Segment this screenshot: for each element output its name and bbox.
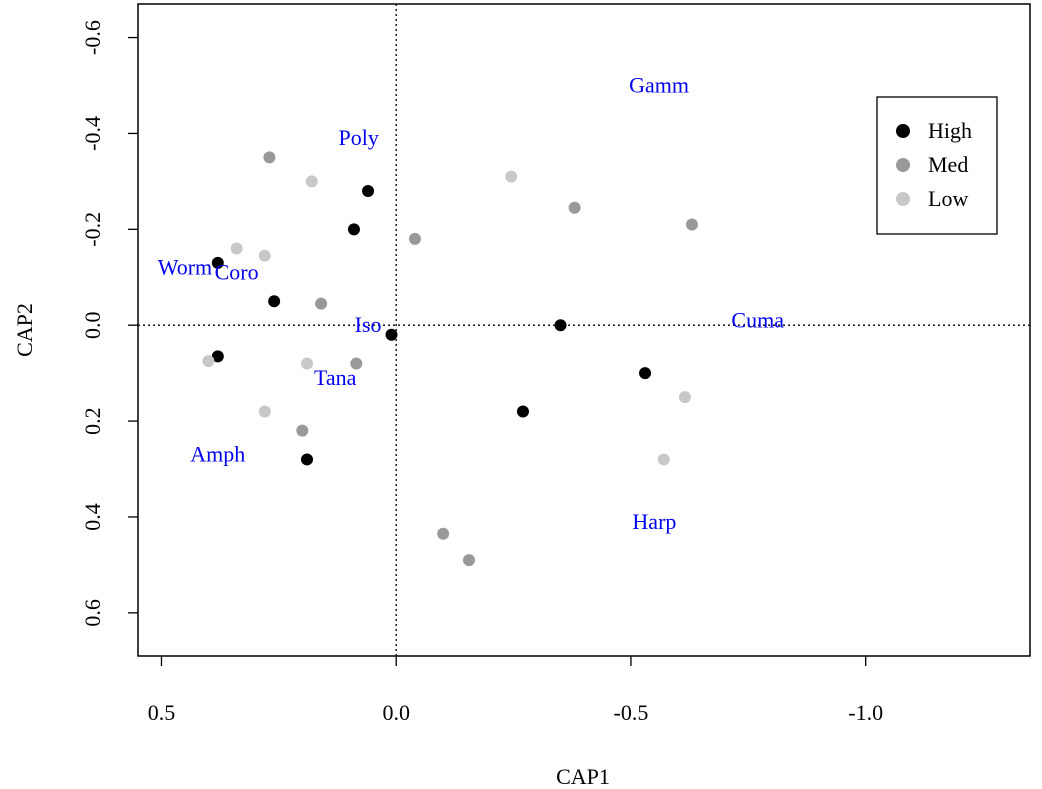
point-high	[347, 223, 360, 236]
point-med	[437, 527, 450, 540]
legend-label-high: High	[928, 118, 972, 143]
data-points	[202, 151, 698, 567]
point-med	[350, 357, 363, 370]
legend-label-low: Low	[928, 186, 968, 211]
point-med	[296, 424, 309, 437]
legend: High Med Low	[876, 96, 998, 235]
x-tick-label: -0.5	[614, 700, 649, 725]
point-low	[678, 391, 691, 404]
point-med	[568, 201, 581, 214]
reference-lines	[138, 4, 1030, 656]
species-label-poly: Poly	[338, 125, 378, 150]
y-tick-label: 0.4	[80, 503, 105, 531]
point-high	[639, 367, 652, 380]
species-label-iso: Iso	[355, 312, 382, 337]
species-label-gamm: Gamm	[629, 73, 689, 98]
legend-marker-low	[896, 192, 910, 206]
point-high	[385, 328, 398, 341]
point-high	[554, 319, 567, 332]
point-med	[315, 297, 328, 310]
point-low	[657, 453, 670, 466]
y-tick-label: -0.4	[80, 116, 105, 151]
legend-label-med: Med	[928, 152, 968, 177]
legend-marker-med	[896, 158, 910, 172]
species-label-harp: Harp	[632, 509, 676, 534]
point-med	[462, 554, 475, 567]
point-low	[301, 357, 314, 370]
species-labels: Gamm Poly Worm Coro Iso Cuma Tana Amph Harp	[158, 73, 784, 534]
point-low	[258, 405, 271, 418]
y-tick-label: 0.0	[80, 311, 105, 339]
point-low	[202, 355, 215, 368]
x-axis: 0.5 0.0 -0.5 -1.0	[148, 656, 883, 725]
point-high	[362, 184, 375, 197]
point-high	[516, 405, 529, 418]
legend-marker-high	[896, 124, 910, 138]
species-label-coro: Coro	[215, 259, 259, 284]
point-med	[263, 151, 276, 164]
y-tick-label: 0.6	[80, 599, 105, 627]
y-tick-label: 0.2	[80, 407, 105, 435]
species-label-tana: Tana	[314, 365, 357, 390]
y-tick-label: -0.6	[80, 20, 105, 55]
x-tick-label: 0.5	[148, 700, 176, 725]
x-axis-title: CAP1	[556, 764, 610, 789]
species-label-amph: Amph	[190, 442, 245, 467]
point-med	[685, 218, 698, 231]
x-tick-label: -1.0	[848, 700, 883, 725]
species-label-cuma: Cuma	[731, 307, 784, 332]
point-high	[211, 350, 224, 363]
x-tick-label: 0.0	[382, 700, 410, 725]
plot-frame	[137, 3, 1031, 657]
point-high	[211, 256, 224, 269]
point-low	[230, 242, 243, 255]
point-high	[301, 453, 314, 466]
point-low	[258, 249, 271, 262]
y-axis: 0.6 0.4 0.2 0.0 -0.2 -0.4 -0.6	[80, 20, 138, 627]
y-tick-label: -0.2	[80, 212, 105, 247]
species-label-worm: Worm	[158, 255, 212, 280]
point-med	[408, 232, 421, 245]
point-low	[305, 175, 318, 188]
legend-box	[876, 96, 998, 235]
point-high	[268, 295, 281, 308]
point-low	[505, 170, 518, 183]
y-axis-title: CAP2	[12, 303, 37, 357]
